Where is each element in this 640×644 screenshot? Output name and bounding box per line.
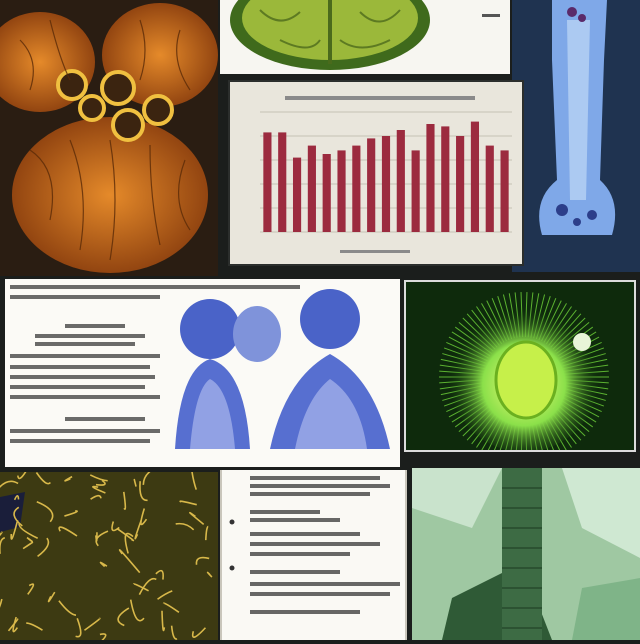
chart-bar	[263, 132, 272, 232]
chart-bar	[411, 150, 420, 232]
chart-bar	[307, 145, 316, 232]
chart-bar	[470, 121, 480, 232]
chart-bar	[278, 132, 287, 232]
chart-bar	[500, 150, 509, 232]
head-figure-right	[270, 289, 390, 449]
chart-bar	[337, 150, 346, 232]
heart-vessel-icon	[0, 3, 218, 273]
heart-vessel-panel	[0, 0, 218, 276]
glowing-cell-icon	[439, 292, 609, 450]
brain-scan-panel	[220, 0, 510, 74]
chart-bar	[441, 126, 450, 232]
head-scan-icon	[10, 285, 390, 449]
brain-scan-icon	[230, 0, 500, 70]
text-lines	[10, 285, 300, 443]
glowing-cell-panel	[404, 280, 636, 452]
green-crystal-panel	[412, 468, 640, 640]
chart-title-placeholder	[285, 96, 475, 100]
chart-bar	[367, 138, 376, 232]
bar-chart-panel	[228, 80, 524, 266]
chart-bar	[485, 145, 494, 232]
head-figure-left	[175, 299, 281, 449]
document-icon	[229, 476, 400, 614]
bone-xray-icon	[539, 0, 616, 235]
chart-bar	[396, 130, 405, 232]
chart-bars	[263, 121, 509, 232]
chart-bar	[456, 136, 465, 232]
chart-axis-label-placeholder	[340, 250, 410, 253]
chart-bar	[426, 124, 435, 232]
chart-bar	[381, 136, 391, 232]
vein-network-panel	[0, 472, 218, 640]
vein-network-icon	[0, 472, 213, 640]
bar-chart-icon	[230, 82, 522, 264]
chart-bar	[292, 157, 302, 232]
bone-xray-panel	[512, 0, 640, 272]
chart-bar	[322, 154, 331, 232]
figure-document-panel	[5, 279, 400, 467]
notes-document-panel	[220, 470, 407, 640]
chart-bar	[352, 145, 361, 232]
green-crystal-icon	[412, 468, 640, 640]
